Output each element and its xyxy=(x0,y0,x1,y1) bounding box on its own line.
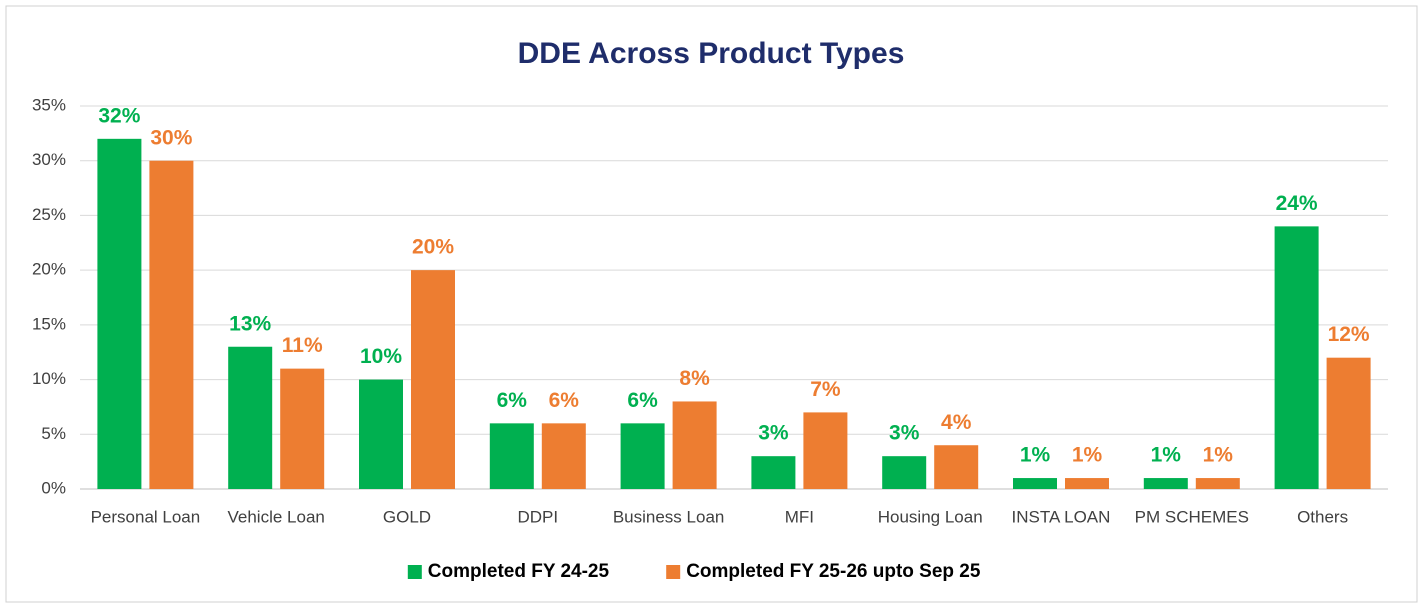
bar xyxy=(672,401,717,489)
value-label: 20% xyxy=(412,236,454,259)
value-label: 6% xyxy=(497,389,528,412)
value-label: 1% xyxy=(1020,444,1051,467)
value-label: 6% xyxy=(549,389,580,412)
value-label: 6% xyxy=(627,389,658,412)
bar xyxy=(1143,478,1188,489)
x-tick-label: Personal Loan xyxy=(91,507,201,526)
y-tick-label: 25% xyxy=(32,205,66,224)
bar xyxy=(489,423,534,489)
bar xyxy=(1274,226,1319,489)
y-tick-label: 35% xyxy=(32,95,66,114)
legend-swatch xyxy=(407,565,422,579)
x-tick-label: Vehicle Loan xyxy=(228,507,325,526)
bar xyxy=(803,412,848,489)
value-label: 3% xyxy=(758,422,789,445)
chart-title: DDE Across Product Types xyxy=(518,37,905,70)
value-label: 11% xyxy=(282,334,323,357)
x-tick-label: PM SCHEMES xyxy=(1135,507,1249,526)
bar xyxy=(359,379,403,489)
value-label: 13% xyxy=(229,312,271,335)
legend-label: Completed FY 25-26 upto Sep 25 xyxy=(686,561,981,582)
x-tick-label: MFI xyxy=(785,507,814,526)
y-tick-label: 5% xyxy=(41,424,66,443)
value-label: 3% xyxy=(889,422,920,445)
bar xyxy=(751,456,796,489)
value-label: 30% xyxy=(150,126,192,149)
bar xyxy=(1326,357,1371,489)
bar xyxy=(411,270,455,489)
y-tick-label: 10% xyxy=(32,369,66,388)
chart-frame xyxy=(5,5,1418,603)
x-tick-label: Others xyxy=(1297,507,1348,526)
value-label: 8% xyxy=(679,367,710,390)
bar xyxy=(541,423,586,489)
legend-label: Completed FY 24-25 xyxy=(428,561,610,582)
x-tick-label: Business Loan xyxy=(613,507,725,526)
value-label: 12% xyxy=(1328,323,1370,346)
y-tick-label: 0% xyxy=(41,478,66,497)
x-tick-label: GOLD xyxy=(383,507,431,526)
value-label: 7% xyxy=(810,378,841,401)
y-tick-label: 20% xyxy=(32,260,66,279)
bar xyxy=(149,160,194,489)
bar xyxy=(97,138,142,490)
value-label: 1% xyxy=(1151,444,1182,467)
x-tick-label: INSTA LOAN xyxy=(1012,507,1111,526)
bar xyxy=(620,423,665,489)
bar xyxy=(280,368,325,489)
value-label: 1% xyxy=(1203,444,1234,467)
bar xyxy=(934,445,979,489)
value-label: 24% xyxy=(1276,192,1318,215)
bar xyxy=(882,456,927,489)
bar xyxy=(1013,478,1057,489)
x-tick-label: DDPI xyxy=(517,507,558,526)
bar xyxy=(1195,478,1240,489)
value-label: 1% xyxy=(1072,444,1103,467)
bar xyxy=(228,346,273,489)
value-label: 4% xyxy=(941,411,972,434)
value-label: 10% xyxy=(360,345,402,368)
x-tick-label: Housing Loan xyxy=(878,507,983,526)
value-label: 32% xyxy=(98,104,140,127)
y-tick-label: 15% xyxy=(32,314,66,333)
legend-swatch xyxy=(666,565,681,579)
y-tick-label: 30% xyxy=(32,150,66,169)
bar xyxy=(1065,478,1109,489)
